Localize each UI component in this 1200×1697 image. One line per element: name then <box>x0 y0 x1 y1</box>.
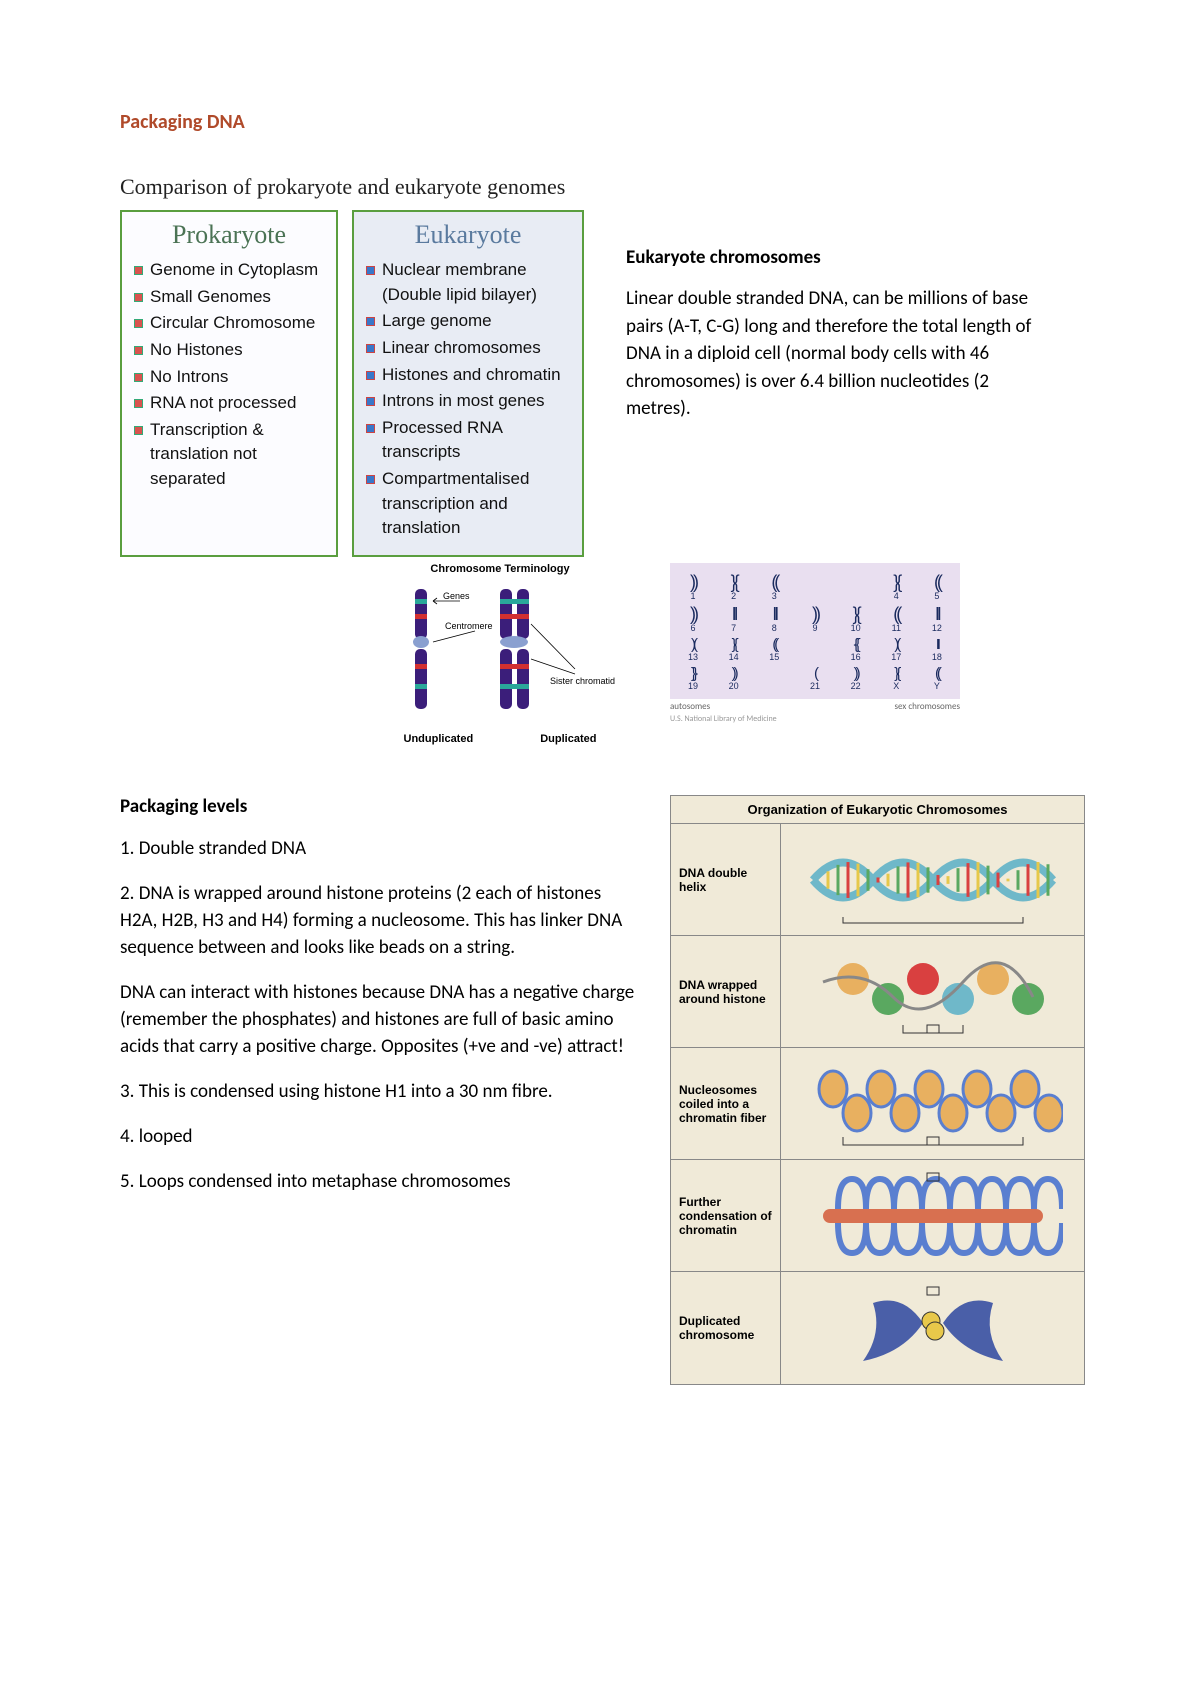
prokaryote-header: Prokaryote <box>134 220 324 250</box>
org-table-row: DNA wrapped around histone <box>671 936 1084 1048</box>
karyo-cell <box>841 573 871 601</box>
karyo-cell: }{4 <box>881 573 911 601</box>
eukaryote-box: Eukaryote Nuclear membrane (Double lipid… <box>352 210 584 557</box>
org-row-illustration <box>781 824 1084 935</box>
organization-table: Organization of Eukaryotic Chromosomes D… <box>670 795 1085 1385</box>
karyo-cell: II8 <box>759 605 789 633</box>
karyo-cell: ))6 <box>678 605 708 633</box>
chromosome-svg: Genes Centromere Sister chromatid <box>375 579 625 729</box>
title-text: Packaging DNA <box>120 110 245 134</box>
prokaryote-item: No Histones <box>134 338 324 363</box>
packaging-paragraph: 1. Double stranded DNA <box>120 836 640 863</box>
eukaryote-item: Compartmentalised transcription and tran… <box>366 467 570 541</box>
karyotype-diagram: ))1 }{2 ((3 }{4 ((5 ))6 II7 II8 ))9 }{10 ((11 II12)… <box>670 563 960 745</box>
diagrams-row: Chromosome Terminology <box>120 563 1085 745</box>
karyo-cell: (21 <box>800 666 830 691</box>
org-table-row: DNA double helix <box>671 824 1084 936</box>
karyo-cell: }}19 <box>678 666 708 691</box>
prokaryote-item: RNA not processed <box>134 391 324 416</box>
org-row-label: DNA double helix <box>671 824 781 935</box>
duplicated-label: Duplicated <box>540 733 596 745</box>
org-table-row: Duplicated chromosome <box>671 1272 1084 1384</box>
prokaryote-item: No Introns <box>134 365 324 390</box>
prokaryote-list: Genome in CytoplasmSmall GenomesCircular… <box>134 258 324 492</box>
karyo-cell: ))20 <box>719 666 749 691</box>
org-table-row: Nucleosomes coiled into a chromatin fibe… <box>671 1048 1084 1160</box>
karyo-cell: ((Y <box>922 666 952 691</box>
karyo-cell: II12 <box>922 605 952 633</box>
karyo-cell: ))1 <box>678 573 708 601</box>
karyo-cell: }{X <box>881 666 911 691</box>
karyo-source: U.S. National Library of Medicine <box>670 714 960 724</box>
packaging-paragraph: 5. Loops condensed into metaphase chromo… <box>120 1169 640 1196</box>
euk-chrom-heading: Eukaryote chromosomes <box>626 246 1046 269</box>
org-row-label: Duplicated chromosome <box>671 1272 781 1384</box>
karyo-cell: ((11 <box>881 605 911 633</box>
karyo-cell <box>800 573 830 601</box>
packaging-section: Packaging levels 1. Double stranded DNA 2… <box>120 795 1085 1385</box>
karyo-cell: )(17 <box>881 637 911 662</box>
org-row-illustration <box>781 1272 1084 1384</box>
eukaryote-item: Linear chromosomes <box>366 336 570 361</box>
org-row-label: DNA wrapped around histone <box>671 936 781 1047</box>
org-table-row: Further condensation of chromatin <box>671 1160 1084 1272</box>
packaging-paragraph: DNA can interact with histones because D… <box>120 980 640 1061</box>
packaging-paragraph: 3. This is condensed using histone H1 in… <box>120 1079 640 1106</box>
karyo-cell: ))9 <box>800 605 830 633</box>
eukaryote-header: Eukaryote <box>366 220 570 250</box>
karyo-autosomes: autosomes <box>670 701 710 712</box>
genes-label: Genes <box>443 591 470 601</box>
unduplicated-label: Unduplicated <box>404 733 474 745</box>
karyo-cell: II7 <box>719 605 749 633</box>
karyo-cell: ((15 <box>759 637 789 662</box>
prokaryote-item: Circular Chromosome <box>134 311 324 336</box>
packaging-paragraph: 4. looped <box>120 1124 640 1151</box>
prokaryote-item: Small Genomes <box>134 285 324 310</box>
prokaryote-item: Transcription & translation not separate… <box>134 418 324 492</box>
karyo-cell: ((3 <box>759 573 789 601</box>
eukaryote-item: Introns in most genes <box>366 389 570 414</box>
centromere-label: Centromere <box>445 621 493 631</box>
karyo-cell: {{16 <box>841 637 871 662</box>
packaging-paragraph: 2. DNA is wrapped around histone protein… <box>120 881 640 962</box>
eukaryote-item: Processed RNA transcripts <box>366 416 570 465</box>
karyo-cell <box>800 637 830 662</box>
prokaryote-item: Genome in Cytoplasm <box>134 258 324 283</box>
org-row-label: Further condensation of chromatin <box>671 1160 781 1271</box>
packaging-text: Packaging levels 1. Double stranded DNA 2… <box>120 795 640 1385</box>
packaging-heading: Packaging levels <box>120 795 640 818</box>
comparison-heading: Comparison of prokaryote and eukaryote g… <box>120 174 1085 200</box>
prokaryote-box: Prokaryote Genome in CytoplasmSmall Geno… <box>120 210 338 557</box>
karyo-cell: ((5 <box>922 573 952 601</box>
eukaryote-item: Nuclear membrane (Double lipid bilayer) <box>366 258 570 307</box>
org-row-illustration <box>781 1160 1084 1271</box>
karyo-cell: }{2 <box>719 573 749 601</box>
karyo-sexchrom: sex chromosomes <box>895 701 960 712</box>
eukaryote-item: Histones and chromatin <box>366 363 570 388</box>
comparison-row: Prokaryote Genome in CytoplasmSmall Geno… <box>120 210 1085 557</box>
karyo-cell: II18 <box>922 637 952 662</box>
karyo-cell: )(13 <box>678 637 708 662</box>
eukaryote-chromosomes-text: Eukaryote chromosomes Linear double stra… <box>626 210 1046 557</box>
karyo-cell: }{14 <box>719 637 749 662</box>
sister-label: Sister chromatid <box>550 676 615 686</box>
org-table-title: Organization of Eukaryotic Chromosomes <box>671 796 1084 824</box>
page-title: Packaging DNA <box>120 110 1085 134</box>
karyo-cell: }{10 <box>841 605 871 633</box>
eukaryote-list: Nuclear membrane (Double lipid bilayer)L… <box>366 258 570 541</box>
chrom-term-title: Chromosome Terminology <box>370 563 630 575</box>
karyo-cell: ))22 <box>841 666 871 691</box>
chromosome-terminology-diagram: Chromosome Terminology <box>370 563 630 745</box>
eukaryote-item: Large genome <box>366 309 570 334</box>
org-row-illustration <box>781 1048 1084 1159</box>
org-row-label: Nucleosomes coiled into a chromatin fibe… <box>671 1048 781 1159</box>
org-row-illustration <box>781 936 1084 1047</box>
euk-chrom-body: Linear double stranded DNA, can be milli… <box>626 285 1046 423</box>
karyo-cell <box>759 666 789 691</box>
